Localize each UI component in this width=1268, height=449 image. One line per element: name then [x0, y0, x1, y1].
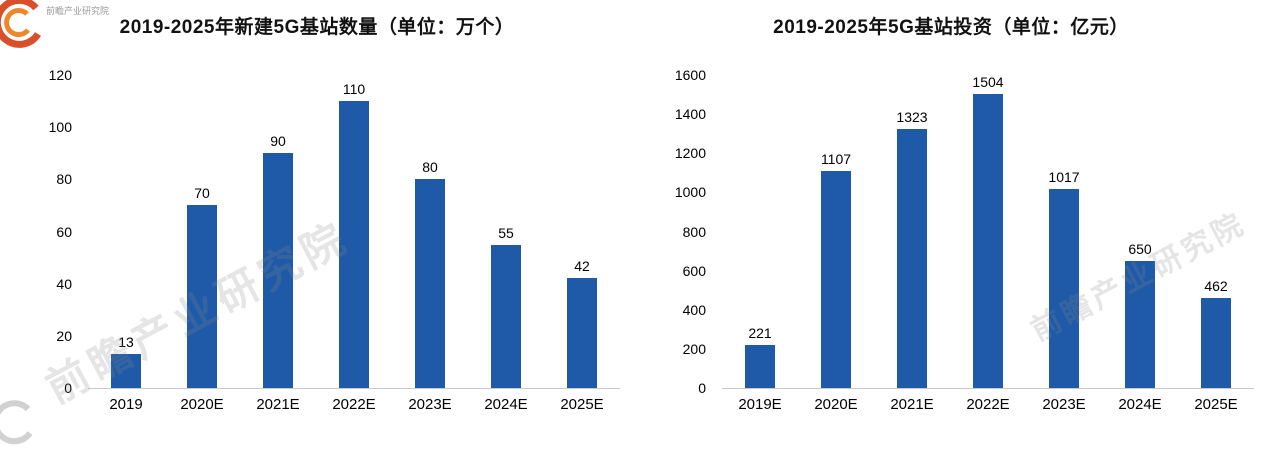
bar-value-label: 90 — [270, 133, 286, 150]
bar — [973, 94, 1003, 388]
bar-group: 462 2025E — [1178, 75, 1254, 412]
bar-value-label: 1017 — [1048, 169, 1080, 186]
bar-group: 650 2024E — [1102, 75, 1178, 412]
bar — [745, 344, 775, 388]
bar-group: 1323 2021E — [874, 75, 950, 412]
y-axis-tick-label: 120 — [48, 67, 72, 83]
bar-group: 80 2023E — [392, 75, 468, 412]
y-axis-tick-label: 100 — [48, 119, 72, 136]
bar-group: 70 2020E — [164, 75, 240, 412]
y-axis-tick-label: 400 — [682, 301, 706, 318]
x-axis-category-label: 2021E — [890, 396, 934, 413]
x-axis-category-label: 2023E — [408, 396, 452, 413]
bar-group: 13 2019 — [88, 75, 164, 412]
chart-title: 2019-2025年新建5G基站数量（单位：万个） — [119, 17, 515, 38]
bar — [567, 278, 597, 388]
bar — [1049, 189, 1079, 388]
x-axis-category-label: 2019 — [109, 396, 143, 413]
chart-5g-base-station-investment: 2019-2025年5G基站投资（单位：亿元） 221 2019E 1107 2020… — [634, 0, 1268, 437]
bar-group: 110 2022E — [316, 75, 392, 412]
bar — [1125, 260, 1155, 388]
bar-group: 221 2019E — [722, 75, 798, 412]
x-axis-category-label: 2021E — [256, 396, 300, 413]
x-axis-category-label: 2025E — [560, 396, 604, 413]
x-axis-category-label: 2022E — [966, 396, 1010, 413]
bar-group: 1017 2023E — [1026, 75, 1102, 412]
y-axis-tick-label: 1000 — [674, 184, 706, 201]
bar-group: 90 2021E — [240, 75, 316, 412]
bar — [1201, 297, 1231, 388]
bar — [111, 354, 141, 388]
chart-title: 2019-2025年5G基站投资（单位：亿元） — [773, 17, 1129, 38]
bar-value-label: 110 — [342, 81, 366, 98]
bar — [897, 129, 927, 388]
bar — [263, 153, 293, 388]
charts-row: 2019-2025年新建5G基站数量（单位：万个） 13 2019 70 2020E 9… — [0, 0, 1268, 437]
x-axis-category-label: 2025E — [1194, 396, 1238, 413]
x-axis-category-label: 2024E — [1118, 396, 1162, 413]
bar-value-label: 1504 — [972, 74, 1004, 90]
y-axis-tick-label: 0 — [698, 380, 706, 396]
y-axis-tick-label: 1600 — [674, 67, 706, 83]
bar-value-label: 1107 — [820, 151, 852, 168]
y-axis-tick-label: 800 — [682, 223, 706, 240]
plot-area: 13 2019 70 2020E 90 2021E 110 2022E 80 2023E 55 202… — [49, 68, 620, 412]
bar-group: 1504 2022E — [950, 74, 1026, 412]
y-axis-tick-label: 80 — [56, 171, 72, 188]
x-axis-category-label: 2020E — [180, 396, 224, 413]
bar — [821, 171, 851, 388]
x-axis-category-label: 2023E — [1042, 396, 1086, 413]
x-axis-category-label: 2020E — [814, 396, 858, 413]
bar — [187, 205, 217, 388]
y-axis-tick-label: 60 — [56, 223, 72, 240]
y-axis-tick-label: 20 — [56, 327, 72, 344]
x-axis-category-label: 2019E — [738, 396, 782, 413]
chart-5g-base-station-count: 2019-2025年新建5G基站数量（单位：万个） 13 2019 70 2020E 9… — [0, 0, 634, 437]
bar-group: 42 2025E — [544, 75, 620, 412]
y-axis-tick-label: 40 — [56, 275, 72, 292]
bar-value-label: 80 — [422, 159, 438, 176]
bar-value-label: 70 — [194, 185, 210, 202]
bar-group: 1107 2020E — [798, 75, 874, 412]
bar — [415, 179, 445, 388]
bar — [339, 101, 369, 388]
bars-container: 13 2019 70 2020E 90 2021E 110 2022E 80 2023E 55 202… — [88, 75, 620, 412]
y-axis-tick-label: 1400 — [674, 106, 706, 123]
bar-value-label: 221 — [748, 324, 772, 341]
bar — [491, 244, 521, 388]
bar-value-label: 55 — [498, 224, 514, 241]
bar-value-label: 42 — [574, 258, 590, 275]
bar-group: 55 2024E — [468, 75, 544, 412]
y-axis-tick-label: 1200 — [674, 145, 706, 162]
bar-value-label: 650 — [1128, 240, 1152, 257]
bar-value-label: 13 — [118, 334, 134, 351]
y-axis-tick-label: 200 — [682, 340, 706, 357]
y-axis-tick-label: 0 — [64, 380, 72, 396]
bars-container: 221 2019E 1107 2020E 1323 2021E 1504 2022E 1017 2… — [722, 74, 1254, 412]
bar-value-label: 462 — [1204, 277, 1228, 294]
x-axis-category-label: 2022E — [332, 396, 376, 413]
x-axis-category-label: 2024E — [484, 396, 528, 413]
y-axis-tick-label: 600 — [682, 262, 706, 279]
bar-value-label: 1323 — [896, 109, 928, 126]
plot-area: 221 2019E 1107 2020E 1323 2021E 1504 2022E 1017 2… — [675, 68, 1254, 412]
